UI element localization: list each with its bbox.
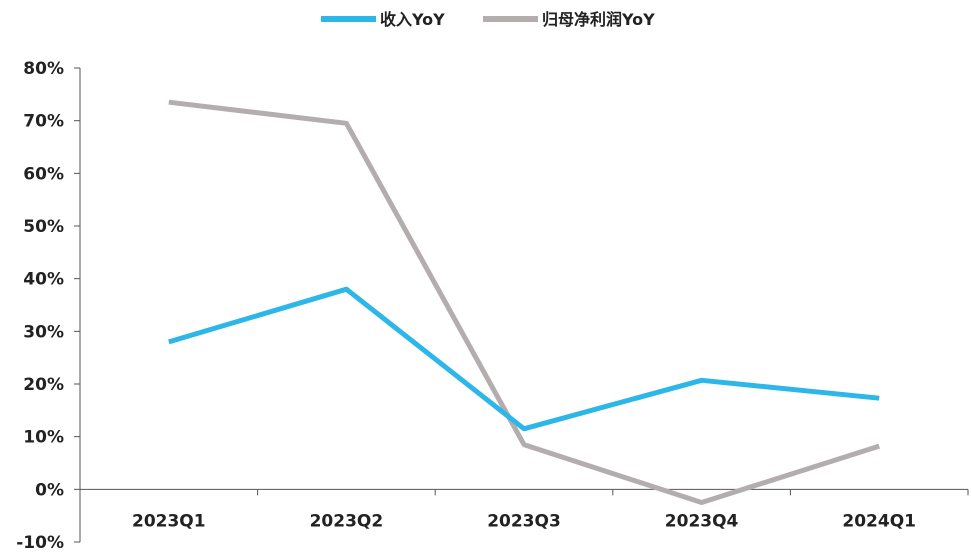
series-line-0	[169, 289, 879, 429]
y-tick-label: -10%	[16, 533, 64, 553]
y-tick-label: 40%	[23, 270, 64, 290]
x-category-label: 2023Q4	[665, 511, 739, 531]
x-category-label: 2024Q1	[842, 511, 916, 531]
x-category-label: 2023Q1	[132, 511, 206, 531]
x-category-label: 2023Q2	[310, 511, 384, 531]
x-axis: 2023Q1 2023Q2 2023Q3 2023Q4 2024Q1	[80, 489, 968, 531]
y-tick-label: 0%	[35, 480, 64, 500]
legend: 收入YoY 归母净利润YoY	[321, 10, 655, 29]
y-tick-label: 30%	[23, 322, 64, 342]
y-tick-label: 80%	[23, 59, 64, 79]
x-category-label: 2023Q3	[487, 511, 561, 531]
series-line-1	[169, 102, 879, 502]
y-tick-label: 50%	[23, 217, 64, 237]
y-tick-label: 60%	[23, 164, 64, 184]
series-group	[169, 102, 880, 502]
y-tick-label: 20%	[23, 375, 64, 395]
y-tick-label: 10%	[23, 428, 64, 448]
y-tick-label: 70%	[23, 112, 64, 132]
legend-label-1: 归母净利润YoY	[542, 10, 655, 29]
legend-label-0: 收入YoY	[380, 10, 445, 29]
y-axis: -10% 0% 10% 20% 30% 40% 50% 60% 70% 80%	[16, 59, 80, 553]
